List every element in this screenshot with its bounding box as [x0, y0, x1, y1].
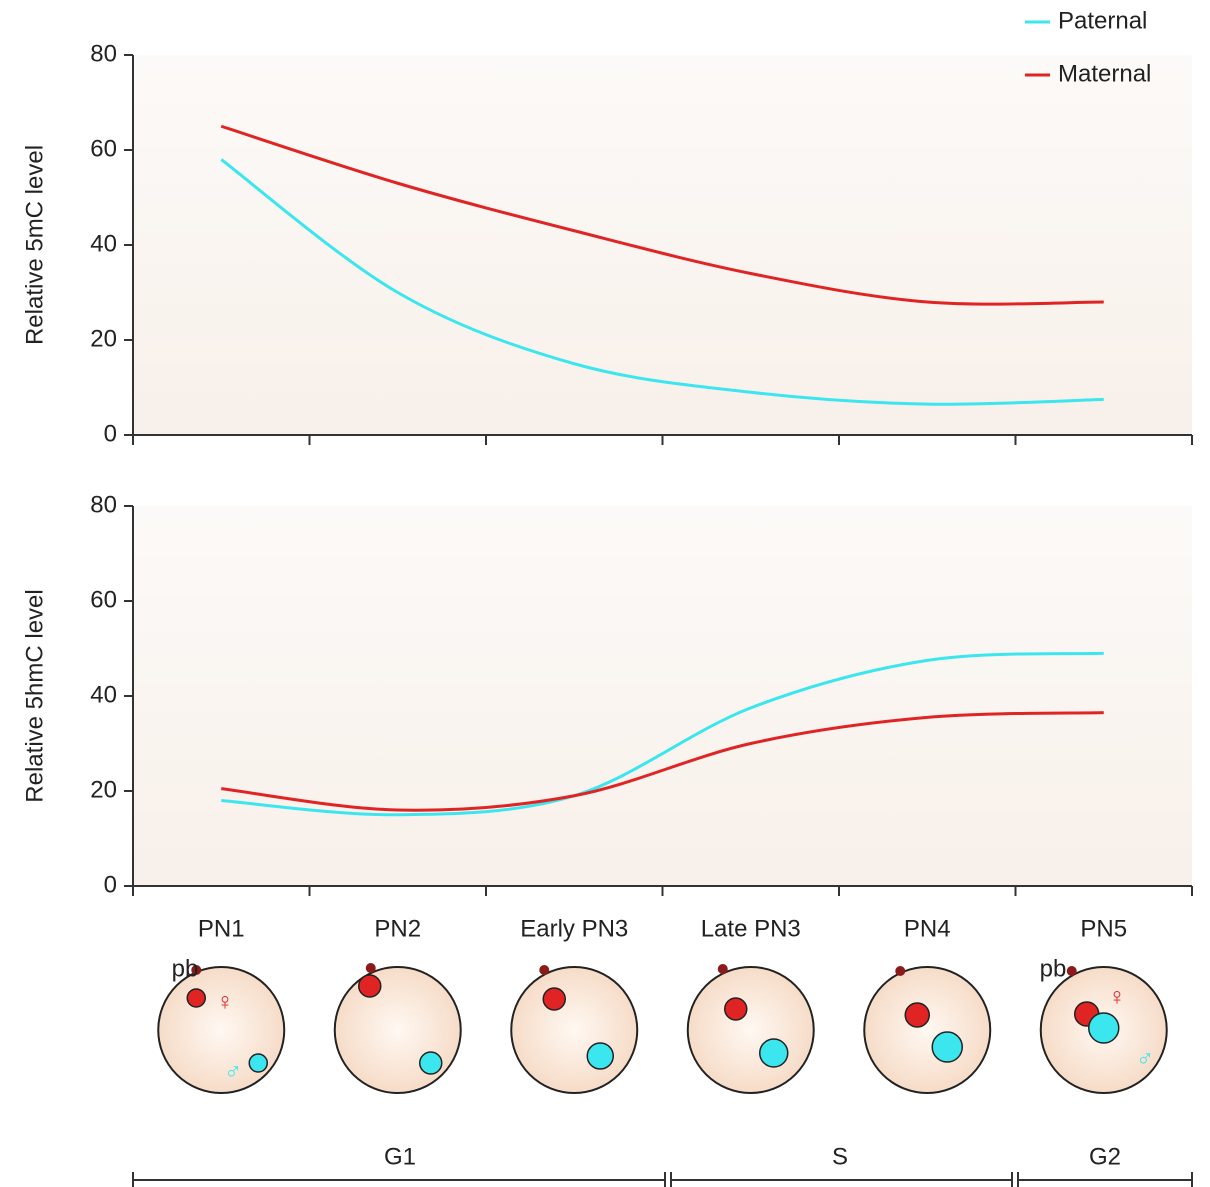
x-tick-label: PN1 — [198, 915, 245, 942]
zygote — [157, 966, 286, 1094]
zygote — [863, 966, 992, 1094]
maternal-pronucleus — [186, 988, 206, 1008]
data-line — [220, 124, 1104, 306]
x-tick-label: PN4 — [904, 915, 951, 942]
y-tick-label: 20 — [90, 325, 117, 352]
male-symbol: ♂ — [224, 1058, 242, 1085]
y-tick-label: 80 — [90, 491, 117, 518]
paternal-pronucleus — [419, 1051, 443, 1075]
polar-body — [365, 963, 376, 973]
polar-body — [717, 964, 728, 974]
y-tick-label: 60 — [90, 586, 117, 613]
x-tick-label: PN2 — [374, 915, 421, 942]
maternal-pronucleus — [904, 1002, 930, 1028]
y-axis-label: Relative 5hmC level — [21, 589, 48, 802]
polar-body-label: pb — [172, 955, 199, 982]
female-symbol: ♀ — [216, 988, 234, 1015]
zygote — [510, 966, 639, 1094]
polar-body — [539, 965, 550, 975]
y-tick-label: 60 — [90, 135, 117, 162]
x-tick-label: PN5 — [1080, 915, 1127, 942]
polar-body-label: pb — [1040, 955, 1067, 982]
paternal-pronucleus — [1088, 1012, 1120, 1044]
polar-body — [191, 965, 202, 975]
plot-background — [133, 506, 1192, 886]
x-tick-label: Late PN3 — [701, 915, 801, 942]
phase-brackets: G1 S G2 — [132, 1143, 1193, 1187]
male-symbol: ♂ — [1136, 1045, 1154, 1072]
paternal-pronucleus — [248, 1053, 268, 1073]
polar-body — [895, 966, 906, 976]
x-tick-label: Early PN3 — [520, 915, 628, 942]
polar-body — [1066, 966, 1077, 976]
y-tick-label: 0 — [104, 871, 117, 898]
zygote — [686, 966, 815, 1094]
legend-label: Paternal — [1058, 7, 1147, 34]
y-tick-label: 80 — [90, 40, 117, 67]
data-line — [221, 651, 1104, 817]
female-symbol: ♀ — [1108, 983, 1126, 1010]
phase-label: S — [832, 1143, 848, 1170]
y-tick-label: 0 — [104, 420, 117, 447]
zygote — [333, 966, 462, 1094]
legend-label: Maternal — [1058, 60, 1151, 87]
data-line — [220, 158, 1104, 406]
y-tick-label: 40 — [90, 681, 117, 708]
maternal-pronucleus — [358, 974, 382, 998]
y-tick-label: 40 — [90, 230, 117, 257]
data-line — [221, 711, 1104, 812]
paternal-pronucleus — [931, 1031, 963, 1063]
paternal-pronucleus — [759, 1038, 789, 1068]
maternal-pronucleus — [542, 987, 566, 1011]
y-axis-label: Relative 5mC level — [21, 145, 48, 345]
y-tick-label: 20 — [90, 776, 117, 803]
plot-background — [133, 55, 1192, 435]
maternal-pronucleus — [724, 997, 748, 1021]
phase-label: G2 — [1089, 1143, 1121, 1170]
phase-label: G1 — [384, 1143, 416, 1170]
paternal-pronucleus — [586, 1042, 614, 1070]
